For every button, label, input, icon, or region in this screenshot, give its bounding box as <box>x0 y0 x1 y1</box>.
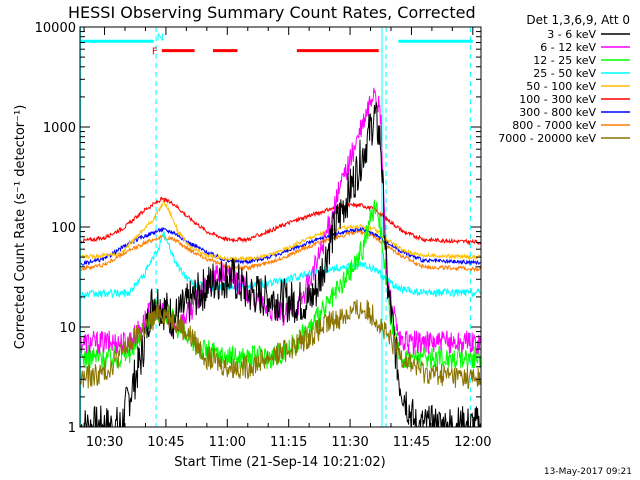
y-tick-label: 10000 <box>35 21 76 36</box>
x-tick-label: 11:30 <box>331 435 368 450</box>
flag-label: F <box>152 47 158 58</box>
x-tick-label: 11:15 <box>270 435 307 450</box>
legend-label: 100 - 300 keV <box>519 93 596 106</box>
series-line <box>80 299 482 390</box>
y-tick-label: 1000 <box>43 121 76 136</box>
x-tick-label: 11:45 <box>393 435 430 450</box>
y-axis-label: Corrected Count Rate (s⁻¹ detector⁻¹) <box>13 105 28 350</box>
plot-area: NF 10:30 10:45 11:00 11:15 11:30 11:45 12:00 1… <box>35 21 492 450</box>
flag-label: N <box>157 32 164 43</box>
series-line <box>80 196 482 246</box>
legend-label: 800 - 7000 keV <box>512 119 596 132</box>
legend-label: 25 - 50 keV <box>533 67 596 80</box>
legend-label: 12 - 25 keV <box>533 54 596 67</box>
legend-label: 50 - 100 keV <box>526 80 596 93</box>
legend-label: 7000 - 20000 keV <box>498 132 596 145</box>
y-tick-label: 1 <box>68 421 76 436</box>
legend-header: Det 1,3,6,9, Att 0 <box>526 13 630 27</box>
legend-label: 300 - 800 keV <box>519 106 596 119</box>
legend-label: 6 - 12 keV <box>540 41 596 54</box>
y-tick-label: 100 <box>51 221 76 236</box>
x-axis-label: Start Time (21-Sep-14 10:21:02) <box>174 455 385 470</box>
x-tick-label: 10:45 <box>147 435 184 450</box>
series-line <box>80 198 482 263</box>
series-line <box>80 87 482 355</box>
x-tick-label: 11:00 <box>209 435 246 450</box>
x-tick-label: 12:00 <box>454 435 491 450</box>
legend-label: 3 - 6 keV <box>547 28 596 41</box>
y-tick-label: 10 <box>59 321 76 336</box>
chart-title: HESSI Observing Summary Count Rates, Cor… <box>68 3 476 22</box>
series-line <box>80 101 482 428</box>
x-tick-label: 10:30 <box>86 435 123 450</box>
timestamp: 13-May-2017 09:21 <box>544 467 632 477</box>
series-line <box>80 226 481 266</box>
series-line <box>80 229 482 273</box>
